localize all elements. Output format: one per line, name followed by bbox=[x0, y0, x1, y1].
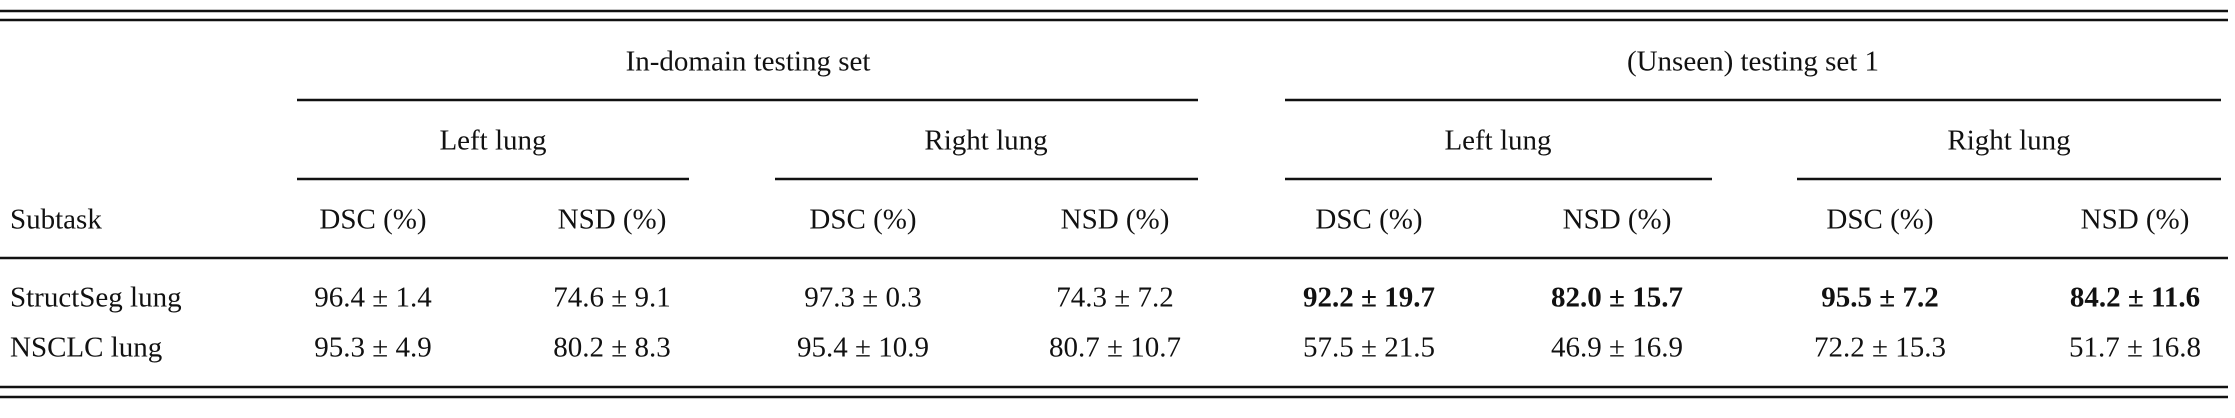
column-header: NSD (%) bbox=[558, 204, 667, 236]
cell: 97.3 ± 0.3 bbox=[804, 282, 921, 314]
subgroup-header: Left lung bbox=[1444, 125, 1551, 157]
row-label: StructSeg lung bbox=[10, 282, 182, 314]
cell: 84.2 ± 11.6 bbox=[2070, 282, 2200, 314]
group-header: (Unseen) testing set 1 bbox=[1627, 46, 1879, 78]
cell: 46.9 ± 16.9 bbox=[1551, 332, 1683, 364]
cell: 74.6 ± 9.1 bbox=[553, 282, 670, 314]
cell: 72.2 ± 15.3 bbox=[1814, 332, 1946, 364]
column-header: NSD (%) bbox=[2081, 204, 2190, 236]
cell: 96.4 ± 1.4 bbox=[314, 282, 432, 314]
subgroup-header: Right lung bbox=[924, 125, 1047, 157]
subgroup-header: Left lung bbox=[439, 125, 546, 157]
cell: 95.5 ± 7.2 bbox=[1821, 282, 1938, 314]
column-header: NSD (%) bbox=[1563, 204, 1672, 236]
cell: 57.5 ± 21.5 bbox=[1303, 332, 1435, 364]
cell: 95.3 ± 4.9 bbox=[314, 332, 431, 364]
column-header: DSC (%) bbox=[1826, 204, 1933, 236]
group-header: In-domain testing set bbox=[626, 46, 871, 78]
cell: 82.0 ± 15.7 bbox=[1551, 282, 1683, 314]
column-header: Subtask bbox=[10, 204, 102, 236]
cell: 80.7 ± 10.7 bbox=[1049, 332, 1181, 364]
column-header: DSC (%) bbox=[1315, 204, 1422, 236]
column-header: DSC (%) bbox=[809, 204, 916, 236]
subgroup-header: Right lung bbox=[1947, 125, 2070, 157]
cell: 74.3 ± 7.2 bbox=[1056, 282, 1173, 314]
column-header: NSD (%) bbox=[1061, 204, 1170, 236]
cell: 51.7 ± 16.8 bbox=[2069, 332, 2201, 364]
column-header: DSC (%) bbox=[319, 204, 426, 236]
cell: 95.4 ± 10.9 bbox=[797, 332, 929, 364]
row-label: NSCLC lung bbox=[10, 332, 162, 364]
cell: 80.2 ± 8.3 bbox=[553, 332, 670, 364]
cell: 92.2 ± 19.7 bbox=[1303, 282, 1435, 314]
